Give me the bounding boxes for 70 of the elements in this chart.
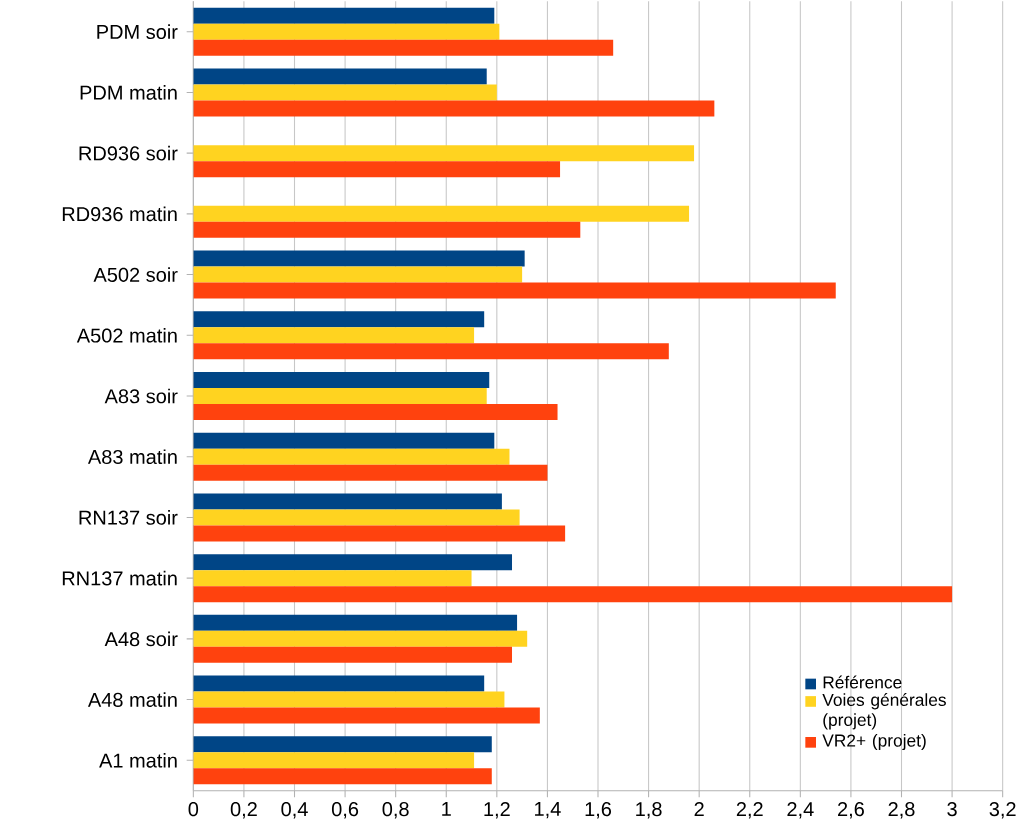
x-tick-label: 2,6 — [838, 802, 864, 819]
bar — [193, 554, 513, 571]
bar — [193, 631, 528, 648]
y-tick-label: RD936 matin — [62, 206, 177, 222]
bar — [193, 282, 836, 299]
bar — [193, 464, 548, 481]
bar — [193, 388, 487, 405]
x-tick-label: 0,8 — [382, 802, 409, 819]
y-tick-label: A1 matin — [99, 753, 177, 768]
x-tick-label: 3,2 — [989, 802, 1016, 819]
x-tick-label: 0,4 — [281, 802, 308, 819]
legend-label: VR2+ (projet) — [822, 734, 926, 751]
x-tick-label: 2,8 — [888, 802, 915, 819]
bar — [193, 266, 523, 283]
x-tick-label: 2 — [694, 802, 704, 817]
bar — [193, 736, 492, 753]
y-tick-label: A502 soir — [93, 267, 178, 283]
y-tick-label: A502 matin — [76, 328, 177, 343]
x-tick-label: 0 — [188, 802, 199, 817]
bar — [193, 675, 485, 692]
bar — [193, 145, 695, 162]
bar — [193, 615, 518, 632]
bar — [193, 372, 490, 389]
x-tick-label: 2,2 — [736, 802, 763, 819]
bar — [193, 222, 581, 239]
x-tick-label: 3 — [947, 802, 957, 817]
bar — [193, 707, 540, 724]
y-tick-label: RN137 soir — [79, 510, 178, 525]
bar — [193, 327, 475, 344]
y-tick-label: PDM matin — [80, 85, 177, 100]
bar — [193, 432, 495, 449]
bar — [193, 250, 525, 267]
legend-label: Voies générales (projet) — [822, 693, 946, 730]
bar — [193, 752, 475, 769]
bar — [193, 493, 502, 510]
bar — [193, 84, 497, 101]
bar — [193, 404, 558, 421]
y-tick-label: A48 matin — [87, 692, 177, 708]
x-tick-label: 1,2 — [484, 802, 510, 819]
bar — [193, 586, 953, 603]
bar — [193, 100, 715, 117]
y-tick-label: RD936 soir — [79, 145, 178, 161]
legend-label: Référence — [823, 675, 902, 689]
x-tick-label: 1,8 — [636, 802, 662, 819]
x-tick-label: 1,4 — [535, 802, 561, 819]
bar — [193, 570, 472, 587]
x-tick-label: 0,2 — [230, 802, 257, 819]
bar — [193, 39, 614, 56]
bar — [193, 206, 690, 223]
x-tick-label: 1 — [442, 802, 451, 816]
bar — [193, 343, 669, 360]
y-tick-label: RN137 matin — [62, 570, 177, 586]
bar — [193, 647, 513, 664]
bar — [193, 509, 520, 526]
y-tick-label: PDM soir — [97, 24, 178, 40]
bar — [193, 23, 500, 40]
bar — [193, 768, 492, 785]
bar — [193, 7, 495, 24]
x-tick-label: 1,6 — [585, 802, 612, 819]
bar — [193, 311, 485, 328]
y-tick-label: A83 soir — [104, 388, 178, 404]
bar — [193, 525, 566, 542]
x-tick-label: 0,6 — [331, 802, 359, 819]
bar — [193, 448, 510, 465]
bar — [193, 68, 487, 85]
bar — [193, 161, 561, 178]
bar — [193, 691, 505, 708]
y-tick-label: A48 soir — [104, 631, 178, 647]
y-tick-label: A83 matin — [87, 449, 177, 465]
x-tick-label: 2,4 — [787, 802, 814, 819]
